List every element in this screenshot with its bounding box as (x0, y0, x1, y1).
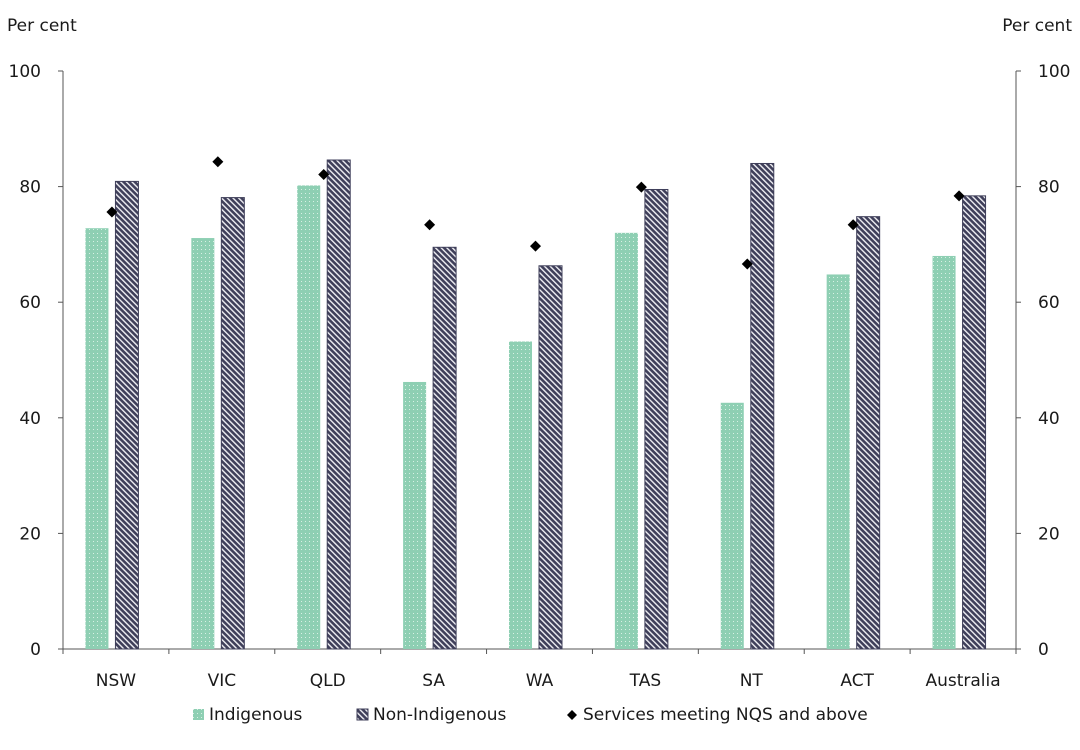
marker-services-nqs (424, 219, 436, 231)
left-y-tick-label: 80 (19, 178, 41, 198)
bar-non-indigenous (114, 180, 139, 650)
category-label: VIC (208, 671, 237, 691)
bar-indigenous (932, 255, 956, 649)
marker-services-nqs (530, 240, 541, 252)
category-label: TAS (629, 671, 662, 691)
category-label: WA (526, 671, 554, 691)
plot-area: 0 0 20 20 40 40 60 60 80 80 100 100 NSW VIC QLD SA WA TAS… (9, 62, 1071, 691)
right-y-tick-label: 60 (1038, 293, 1060, 313)
marker-services-nqs (635, 181, 647, 193)
bar-non-indigenous (750, 162, 775, 650)
legend: Indigenous Non-Indigenous Services meeting… (193, 705, 868, 725)
marker-services-nqs (106, 206, 118, 218)
right-y-tick-label: 0 (1038, 640, 1049, 660)
bar-non-indigenous (644, 188, 669, 650)
bar-indigenous (509, 341, 532, 649)
right-y-tick-label: 100 (1038, 62, 1070, 82)
bar-non-indigenous (856, 216, 881, 650)
bar-indigenous (720, 402, 744, 649)
marker-services-nqs (847, 219, 859, 231)
category-label: Australia (925, 671, 1000, 691)
category-label: QLD (310, 671, 346, 691)
left-y-tick-label: 100 (9, 62, 41, 82)
right-y-tick-label: 20 (1038, 524, 1060, 544)
left-axis-unit-label: Per cent (7, 16, 77, 36)
bar-indigenous (85, 228, 109, 649)
right-axis-unit-label: Per cent (1002, 16, 1072, 36)
right-y-tick-label: 80 (1038, 178, 1060, 198)
left-y-tick-label: 0 (30, 640, 41, 660)
left-y-tick-label: 20 (19, 524, 41, 544)
bar-indigenous (403, 381, 427, 649)
bar-non-indigenous (326, 159, 351, 650)
legend-label: Indigenous (209, 705, 303, 725)
bar-non-indigenous (962, 195, 987, 650)
category-label: ACT (840, 671, 874, 691)
bar-indigenous (826, 274, 850, 649)
bar-non-indigenous (432, 246, 457, 650)
legend-label: Services meeting NQS and above (583, 705, 868, 725)
legend-swatch-non-indigenous (356, 708, 369, 721)
bar-indigenous (191, 238, 215, 650)
legend-swatch-indigenous (193, 709, 204, 720)
marker-services-nqs (212, 156, 224, 168)
bar-indigenous (297, 185, 321, 649)
category-label: NT (740, 671, 764, 691)
legend-label: Non-Indigenous (373, 705, 507, 725)
bar-non-indigenous (220, 197, 245, 650)
marker-services-nqs (318, 168, 330, 180)
marker-services-nqs (953, 190, 965, 202)
bar-non-indigenous (538, 265, 563, 650)
category-label: NSW (96, 671, 137, 691)
category-label: SA (422, 671, 445, 691)
legend-marker-services-nqs (567, 710, 577, 720)
right-y-tick-label: 40 (1038, 409, 1060, 429)
left-y-tick-label: 60 (19, 293, 41, 313)
left-y-tick-label: 40 (19, 409, 41, 429)
bar-indigenous (614, 232, 638, 649)
marker-services-nqs (741, 258, 753, 270)
